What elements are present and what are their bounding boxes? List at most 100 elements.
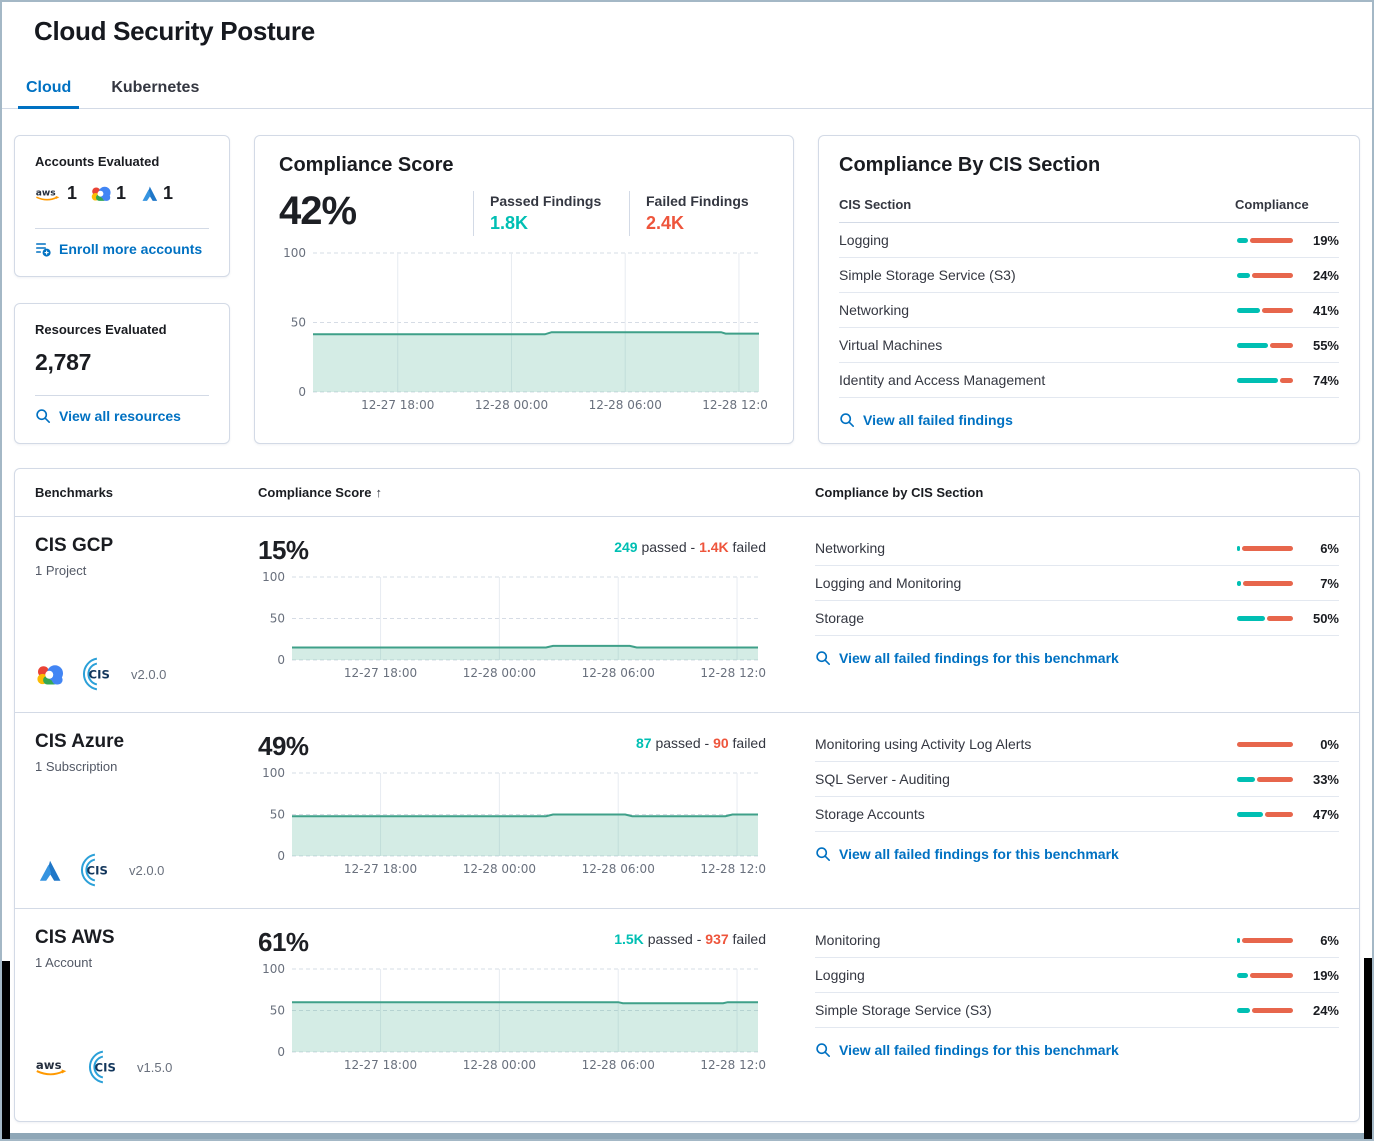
- svg-text:100: 100: [262, 766, 285, 780]
- benchmark-version: v2.0.0: [131, 666, 167, 682]
- compliance-bar: [1237, 972, 1293, 978]
- section-name: Storage: [815, 610, 865, 626]
- svg-text:12-28 06:00: 12-28 06:00: [589, 398, 662, 412]
- benchmark-row-cis-gcp: CIS GCP 1 Project CIS v2.0.0 15% 249 pas…: [15, 517, 1359, 713]
- aws-count: 1: [67, 183, 78, 203]
- view-failed-findings-benchmark-link[interactable]: View all failed findings for this benchm…: [815, 1042, 1119, 1058]
- passed-word: passed -: [647, 931, 702, 947]
- svg-text:12-28 06:00: 12-28 06:00: [582, 1058, 655, 1072]
- compliance-score-column-label: Compliance Score: [258, 485, 372, 500]
- cis-logo-icon: CIS: [82, 657, 110, 691]
- compliance-score-trend-chart: 0 50 100 12-27 18:00 12-28 00:00 12-28 06:00 1…: [279, 246, 775, 414]
- magnifier-icon: [816, 847, 830, 861]
- benchmark-name[interactable]: CIS Azure: [35, 731, 125, 752]
- benchmark-name[interactable]: CIS AWS: [35, 927, 115, 948]
- compliance-column-header: Compliance: [1235, 197, 1309, 212]
- failed-word: failed: [732, 931, 766, 947]
- svg-text:12-28 06:00: 12-28 06:00: [582, 666, 655, 680]
- svg-text:50: 50: [270, 1004, 285, 1018]
- benchmarks-table-header: Benchmarks Compliance Score ↑ Compliance…: [15, 469, 1359, 517]
- svg-text:12-28 12:00: 12-28 12:00: [700, 1058, 766, 1072]
- magnifier-icon: [840, 413, 854, 427]
- passed-findings-stat: Passed Findings 1.8K: [473, 191, 629, 236]
- compliance-pct: 33%: [1312, 771, 1339, 787]
- section-name: Simple Storage Service (S3): [815, 1002, 992, 1018]
- cis-section-card-title: Compliance By CIS Section: [839, 154, 1101, 176]
- window-bottom-bar: [10, 1133, 1364, 1139]
- cis-section-row: Monitoring 6%: [815, 923, 1339, 958]
- passed-failed-summary: 1.5K passed - 937 failed: [614, 931, 766, 947]
- failed-count: 937: [705, 931, 729, 947]
- cis-section-row: Simple Storage Service (S3) 24%: [839, 258, 1339, 293]
- cis-section-row: Logging 19%: [839, 223, 1339, 258]
- gcp-icon: [37, 664, 63, 684]
- page-title: Cloud Security Posture: [34, 16, 315, 46]
- benchmark-row-cis-aws: CIS AWS 1 Account aws CIS v1.5.0 61% 1.5…: [15, 909, 1359, 1105]
- cis-logo-icon: CIS: [80, 853, 108, 887]
- benchmark-subtitle: 1 Subscription: [35, 759, 118, 774]
- svg-text:aws: aws: [36, 1058, 62, 1072]
- benchmark-version: v2.0.0: [129, 862, 165, 878]
- section-name: Identity and Access Management: [839, 372, 1046, 388]
- passed-word: passed -: [655, 735, 710, 751]
- desktop-gap-left: [2, 961, 10, 1139]
- svg-text:12-28 00:00: 12-28 00:00: [463, 862, 536, 876]
- failed-count: 90: [713, 735, 729, 751]
- magnifier-icon: [816, 1043, 830, 1057]
- compliance-bar: [1237, 776, 1293, 782]
- benchmark-score: 61%: [258, 927, 309, 957]
- failed-findings-stat: Failed Findings 2.4K: [629, 191, 769, 236]
- view-failed-findings-benchmark-link[interactable]: View all failed findings for this benchm…: [815, 846, 1119, 862]
- compliance-score-value: 42%: [279, 189, 357, 233]
- failed-word: failed: [732, 539, 766, 555]
- compliance-by-cis-section-card: Compliance By CIS Section CIS Section Co…: [818, 135, 1360, 444]
- cis-section-column-header: CIS Section: [839, 197, 912, 212]
- compliance-pct: 0%: [1320, 736, 1339, 752]
- sort-ascending-icon: ↑: [375, 485, 382, 500]
- svg-text:50: 50: [291, 316, 306, 330]
- section-name: Storage Accounts: [815, 806, 925, 822]
- failed-count: 1.4K: [699, 539, 729, 555]
- cis-section-row: Networking 6%: [815, 531, 1339, 566]
- view-failed-findings-benchmark-label: View all failed findings for this benchm…: [839, 650, 1119, 666]
- gcp-account-count: 1: [90, 183, 126, 204]
- compliance-pct: 19%: [1312, 967, 1339, 983]
- svg-text:12-27 18:00: 12-27 18:00: [344, 1058, 417, 1072]
- cis-section-row: Logging and Monitoring 7%: [815, 566, 1339, 601]
- section-name: Networking: [839, 302, 910, 318]
- magnifier-icon: [36, 409, 50, 423]
- tab-kubernetes[interactable]: Kubernetes: [111, 79, 200, 96]
- compliance-score-column-header[interactable]: Compliance Score ↑: [258, 485, 815, 500]
- svg-text:12-28 00:00: 12-28 00:00: [475, 398, 548, 412]
- view-all-failed-findings-link[interactable]: View all failed findings: [839, 412, 1013, 428]
- cis-section-row: Networking 41%: [839, 293, 1339, 328]
- compliance-bar: [1237, 272, 1293, 278]
- compliance-bar: [1237, 307, 1293, 313]
- benchmark-subtitle: 1 Project: [35, 563, 87, 578]
- section-name: Logging and Monitoring: [815, 575, 962, 591]
- aws-icon: aws: [36, 1058, 67, 1076]
- benchmark-name[interactable]: CIS GCP: [35, 535, 114, 556]
- tab-bar: Cloud Kubernetes: [2, 71, 1372, 109]
- section-name: Monitoring: [815, 932, 881, 948]
- view-all-resources-label: View all resources: [59, 408, 181, 424]
- compliance-score-card: Compliance Score 42% Passed Findings 1.8…: [254, 135, 794, 444]
- svg-text:50: 50: [270, 808, 285, 822]
- section-name: Networking: [815, 540, 886, 556]
- resources-evaluated-card: Resources Evaluated 2,787 View all resou…: [14, 302, 230, 444]
- benchmark-score: 15%: [258, 535, 309, 565]
- passed-count: 87: [636, 735, 652, 751]
- compliance-bar: [1237, 580, 1293, 586]
- svg-text:aws: aws: [36, 188, 56, 198]
- dashboard-main: Accounts Evaluated aws 1 1 1: [2, 109, 1372, 1122]
- azure-count: 1: [163, 183, 174, 203]
- view-failed-findings-benchmark-link[interactable]: View all failed findings for this benchm…: [815, 650, 1119, 666]
- section-name: SQL Server - Auditing: [815, 771, 950, 787]
- view-all-resources-link[interactable]: View all resources: [35, 408, 181, 424]
- compliance-bar: [1237, 237, 1293, 243]
- tab-cloud[interactable]: Cloud: [18, 71, 80, 109]
- azure-icon: [142, 186, 158, 201]
- enroll-more-accounts-link[interactable]: Enroll more accounts: [35, 241, 202, 257]
- benchmark-subtitle: 1 Account: [35, 955, 93, 970]
- cis-section-row: Storage Accounts 47%: [815, 797, 1339, 832]
